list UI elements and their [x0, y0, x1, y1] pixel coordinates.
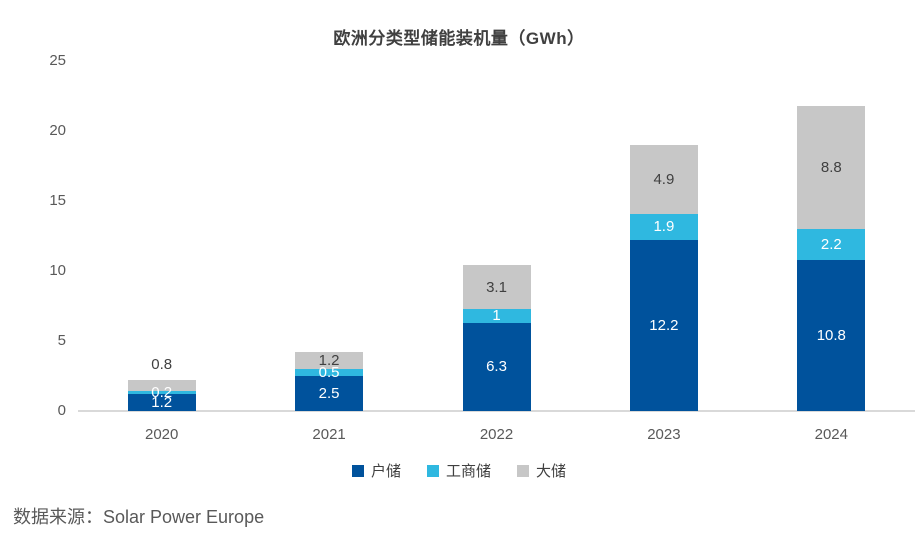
bar-value-label: 12.2 [649, 317, 679, 335]
source-note: 数据来源：Solar Power Europe [13, 507, 265, 527]
x-axis-label: 2024 [814, 426, 848, 443]
bar-segment [629, 240, 698, 411]
chart-title: 欧洲分类型储能装机量（GWh） [333, 29, 585, 48]
x-axis-line [78, 410, 915, 412]
bar-segment [462, 322, 531, 411]
bar-segment [462, 308, 531, 323]
bar-segment [295, 352, 364, 369]
y-tick-label: 5 [57, 332, 66, 349]
bar-value-label: 3.1 [486, 278, 507, 296]
bar-segment [127, 391, 196, 395]
legend-item: 工商储 [426, 460, 491, 481]
y-tick-label: 25 [49, 52, 66, 69]
y-tick-label: 0 [57, 402, 66, 419]
bar-value-label: 1.2 [151, 394, 173, 412]
legend-item: 户储 [351, 460, 401, 481]
bar-segment [797, 105, 866, 229]
legend-label: 户储 [370, 463, 401, 480]
legend-item: 大储 [517, 460, 566, 481]
bar-segment [127, 380, 196, 392]
bar-value-label: 10.8 [816, 326, 846, 344]
legend-swatch [517, 464, 529, 477]
legend-label: 工商储 [445, 463, 491, 480]
y-tick-label: 10 [49, 262, 66, 279]
bar-segment [797, 229, 866, 260]
x-axis-label: 2021 [312, 426, 346, 443]
bar-segment [462, 265, 531, 309]
bar-value-label: 6.3 [486, 358, 507, 376]
bar-value-label: 2.2 [820, 235, 842, 253]
y-tick-label: 20 [49, 122, 66, 139]
bar-value-label: 4.9 [653, 170, 675, 188]
bar-segment [629, 145, 698, 214]
legend-swatch [351, 464, 364, 477]
bar-value-label: 0.8 [151, 355, 173, 373]
bar-value-label: 2.5 [318, 385, 340, 402]
bar-value-label: 0.2 [151, 384, 173, 402]
bar-value-label: 0.5 [318, 364, 340, 381]
x-axis-label: 2020 [145, 426, 179, 443]
legend-label: 大储 [536, 463, 567, 480]
bar-segment [127, 394, 196, 411]
legend-swatch [426, 464, 439, 477]
legend: 户储 工商储 大储 [0, 460, 918, 481]
bar-segment [295, 369, 364, 376]
bar-value-label: 1.2 [318, 352, 340, 370]
x-axis-label: 2023 [647, 426, 681, 443]
bar-segment [295, 376, 364, 411]
bar-segment [797, 259, 866, 411]
y-tick-label: 15 [49, 192, 66, 209]
bar-segment [629, 213, 698, 241]
bar-value-label: 8.8 [820, 158, 842, 176]
bar-value-label: 1.9 [653, 218, 675, 236]
bar-value-label: 1 [492, 307, 501, 325]
x-axis-label: 2022 [479, 426, 514, 443]
